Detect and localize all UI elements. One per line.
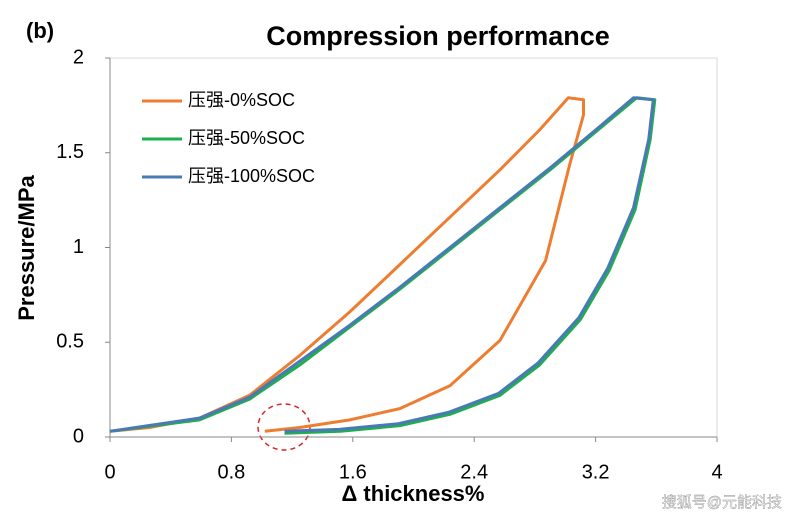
y-tick-label: 0.5 [56, 331, 84, 353]
x-tick-label: 2.4 [460, 461, 488, 483]
panel-label: (b) [26, 18, 54, 43]
x-axis-title: Δ thickness% [342, 481, 485, 506]
x-tick-label: 0 [104, 461, 115, 483]
y-tick-label: 2 [73, 46, 84, 68]
legend-label: 压强-50%SOC [188, 128, 305, 148]
y-tick-label: 1 [73, 236, 84, 258]
legend-label: 压强-100%SOC [188, 166, 315, 186]
x-tick-label: 4 [711, 461, 722, 483]
chart-title: Compression performance [266, 21, 610, 51]
x-tick-label: 1.6 [339, 461, 367, 483]
series-line [109, 96, 585, 433]
x-tick-label: 3.2 [582, 461, 610, 483]
y-axis-title: Pressure/MPa [14, 174, 39, 320]
x-tick-label: 0.8 [217, 461, 245, 483]
watermark: 搜狐号@元能科技 [662, 494, 782, 511]
plot-frame [109, 57, 718, 438]
series-line [109, 96, 655, 433]
y-tick-label: 0 [73, 425, 84, 447]
y-tick-label: 1.5 [56, 141, 84, 163]
legend-label: 压强-0%SOC [188, 90, 295, 110]
